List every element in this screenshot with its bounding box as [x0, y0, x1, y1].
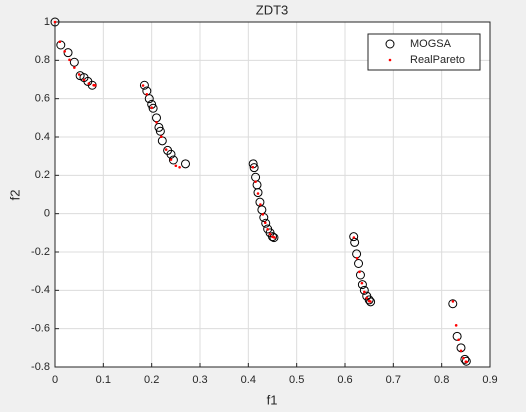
point: [253, 188, 263, 198]
point: [364, 295, 374, 305]
point: [77, 73, 81, 76]
point: [166, 149, 176, 159]
point: [63, 50, 66, 53]
point: [360, 281, 364, 285]
point: [459, 349, 463, 353]
point: [254, 180, 257, 183]
point: [168, 155, 178, 165]
point: [261, 213, 265, 216]
point: [352, 236, 356, 239]
point: [69, 57, 79, 67]
point: [452, 331, 462, 341]
point: [465, 360, 469, 364]
point: [68, 58, 71, 62]
point: [155, 120, 158, 124]
point: [365, 296, 369, 300]
point: [269, 233, 279, 243]
point: [63, 48, 73, 58]
y-tick-label: -0.2: [31, 246, 50, 258]
x-tick-label: 0.8: [434, 374, 449, 386]
point: [155, 126, 165, 136]
point: [259, 203, 262, 206]
legend-marker: [388, 58, 392, 62]
point: [93, 84, 97, 87]
point: [50, 17, 60, 27]
x-tick-label: 0.1: [96, 374, 111, 386]
point: [448, 299, 458, 309]
chart-title: ZDT3: [256, 2, 289, 17]
y-tick-label: -0.4: [31, 284, 50, 296]
point: [145, 92, 149, 96]
x-tick-label: 0.5: [289, 374, 304, 386]
x-tick-label: 0.6: [337, 374, 352, 386]
point: [141, 84, 145, 87]
y-tick-label: 1: [44, 16, 50, 28]
x-axis-label: f1: [267, 392, 278, 407]
point: [150, 106, 153, 110]
point: [359, 285, 369, 295]
point: [181, 159, 190, 169]
point: [451, 300, 455, 303]
point: [164, 148, 168, 151]
y-tick-label: 0.6: [35, 93, 50, 105]
x-tick-label: 0: [52, 374, 58, 386]
point: [457, 338, 460, 342]
y-axis-label: f2: [7, 190, 22, 201]
plot-area: [55, 22, 490, 367]
y-tick-label: -0.8: [31, 361, 50, 373]
point: [349, 232, 359, 242]
y-tick-label: -0.6: [31, 323, 50, 335]
point: [460, 354, 470, 364]
point: [249, 163, 259, 173]
point: [363, 290, 366, 294]
legend-marker: [385, 39, 395, 49]
point: [462, 356, 465, 360]
axes-box: [54, 21, 491, 368]
point: [266, 228, 269, 231]
point: [369, 300, 372, 303]
point: [261, 218, 271, 228]
x-tick-label: 0.7: [386, 374, 401, 386]
point: [273, 236, 276, 239]
point: [148, 103, 158, 113]
point: [87, 82, 91, 85]
x-tick-label: 0.3: [192, 374, 207, 386]
point: [160, 135, 163, 138]
point: [354, 259, 364, 268]
point: [256, 192, 260, 195]
point: [268, 232, 277, 242]
point: [178, 165, 181, 169]
y-tick-label: 0.4: [35, 131, 50, 143]
legend-box: [367, 33, 481, 71]
point: [461, 356, 471, 366]
legend-label: MOGSA: [410, 38, 452, 50]
point: [169, 158, 173, 161]
point: [263, 221, 267, 224]
point: [454, 324, 458, 327]
x-tick-label: 0.4: [241, 374, 256, 386]
point: [174, 164, 178, 168]
point: [144, 94, 154, 104]
point: [139, 80, 149, 90]
y-tick-label: 0: [44, 208, 50, 220]
point: [251, 165, 255, 169]
point: [358, 270, 361, 274]
y-tick-label: 0.2: [35, 169, 50, 181]
legend-label: RealPareto: [410, 54, 465, 66]
point: [366, 297, 376, 307]
point: [268, 232, 272, 236]
point: [154, 122, 164, 132]
point: [73, 66, 76, 69]
point: [82, 78, 86, 82]
point: [53, 20, 57, 24]
point: [58, 40, 62, 44]
x-tick-label: 0.2: [144, 374, 159, 386]
x-tick-label: 0.9: [482, 374, 497, 386]
point: [355, 256, 359, 260]
y-tick-label: 0.8: [35, 54, 50, 66]
point: [357, 280, 367, 290]
